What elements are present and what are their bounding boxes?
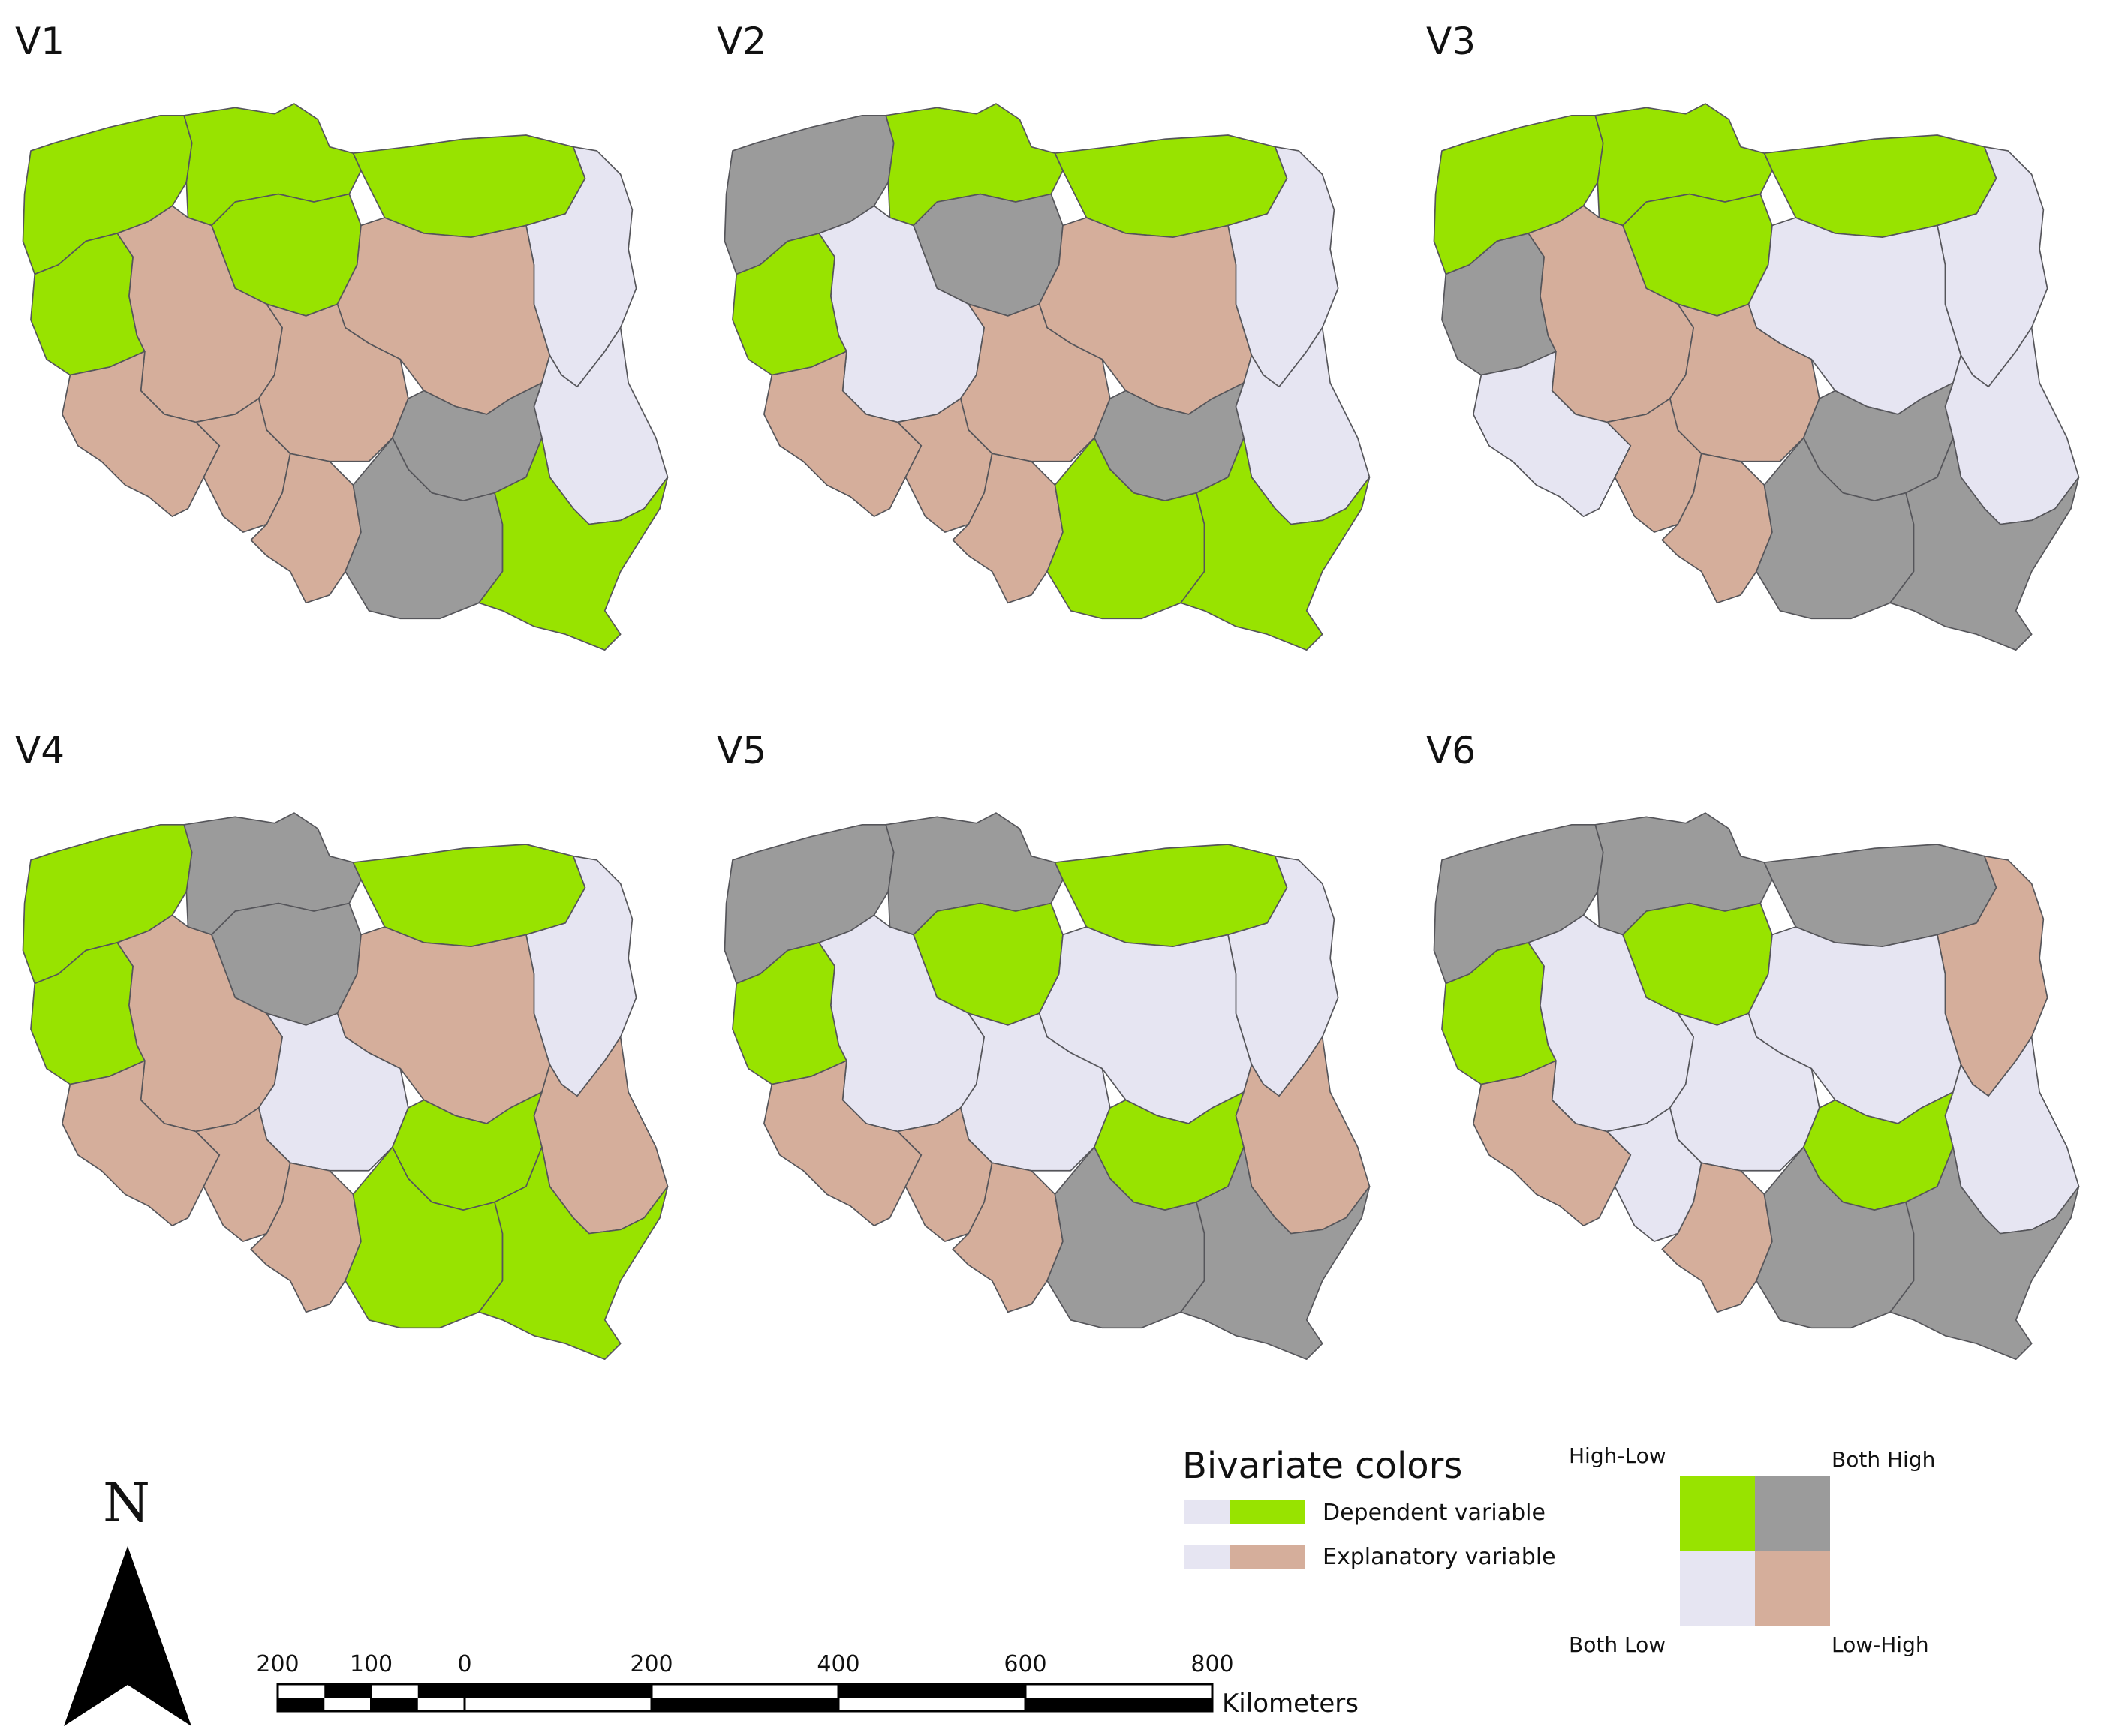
map-label: V2 [717, 20, 767, 63]
scale-tick-label: 200 [256, 1651, 299, 1677]
region-podkarpackie [1180, 437, 1371, 651]
matrix-cell-both-low [1680, 1551, 1755, 1626]
region-dolnoslaskie [763, 1060, 923, 1226]
region-podkarpackie [1889, 1146, 2080, 1361]
matrix-label-low-high: Low-High [1832, 1632, 1929, 1657]
map-label: V3 [1426, 20, 1476, 63]
map-panel-v4: V4 [15, 732, 676, 1407]
map-label: V6 [1426, 729, 1476, 772]
map-panel-v5: V5 [717, 732, 1377, 1407]
region-lodzkie [1669, 1012, 1820, 1172]
region-dolnoslaskie [62, 351, 221, 517]
north-letter: N [103, 1471, 150, 1534]
region-podkarpackie [478, 437, 669, 651]
map-label: V1 [15, 20, 65, 63]
region-podkarpackie [478, 1146, 669, 1361]
matrix-cell-high-low [1680, 1476, 1755, 1551]
map-panel-v2: V2 [717, 23, 1377, 698]
region-dolnoslaskie [1473, 1060, 1632, 1226]
region-podkarpackie [1180, 1146, 1371, 1361]
scale-tick-label: 800 [1190, 1651, 1234, 1677]
matrix-cell-both-high [1755, 1476, 1830, 1551]
matrix-label-both-low: Both Low [1569, 1632, 1666, 1657]
matrix-label-both-high: Both High [1832, 1447, 1936, 1472]
scale-bar-graphic [276, 1683, 1214, 1713]
region-dolnoslaskie [62, 1060, 221, 1226]
region-lodzkie [257, 1012, 409, 1172]
scale-tick-label: 600 [1004, 1651, 1047, 1677]
legend-row-dependent: Dependent variable [1184, 1499, 1546, 1526]
bivariate-matrix [1680, 1476, 1830, 1626]
north-arrow-icon [64, 1546, 191, 1726]
legend-title: Bivariate colors [1182, 1445, 1463, 1487]
scale-tick-label: 200 [630, 1651, 673, 1677]
matrix-label-high-low: High-Low [1569, 1443, 1666, 1468]
poland-map [1433, 812, 2080, 1361]
explanatory-variable-label: Explanatory variable [1323, 1543, 1556, 1570]
map-panel-v6: V6 [1426, 732, 2087, 1407]
legend-row-explanatory: Explanatory variable [1184, 1543, 1556, 1570]
scale-tick-label: 100 [349, 1651, 393, 1677]
dependent-variable-label: Dependent variable [1323, 1499, 1546, 1526]
region-lodzkie [959, 303, 1111, 462]
map-panel-v1: V1 [15, 23, 676, 698]
region-lodzkie [257, 303, 409, 462]
poland-map [22, 103, 669, 651]
explanatory-color-ramp [1184, 1545, 1305, 1569]
poland-map [1433, 103, 2080, 651]
poland-map [724, 812, 1371, 1361]
region-dolnoslaskie [1473, 351, 1632, 517]
scale-tick-label: 400 [817, 1651, 860, 1677]
region-dolnoslaskie [763, 351, 923, 517]
map-label: V5 [717, 729, 767, 772]
scale-bar: 200 100 0 200 400 600 800 [256, 1651, 1396, 1726]
scale-unit-label: Kilometers [1222, 1689, 1359, 1719]
map-panel-v3: V3 [1426, 23, 2087, 698]
region-lodzkie [1669, 303, 1820, 462]
map-label: V4 [15, 729, 65, 772]
region-podkarpackie [1889, 437, 2080, 651]
dependent-color-ramp [1184, 1500, 1305, 1524]
region-lodzkie [959, 1012, 1111, 1172]
poland-map [724, 103, 1371, 651]
scale-tick-label: 0 [457, 1651, 472, 1677]
matrix-cell-low-high [1755, 1551, 1830, 1626]
poland-map [22, 812, 669, 1361]
